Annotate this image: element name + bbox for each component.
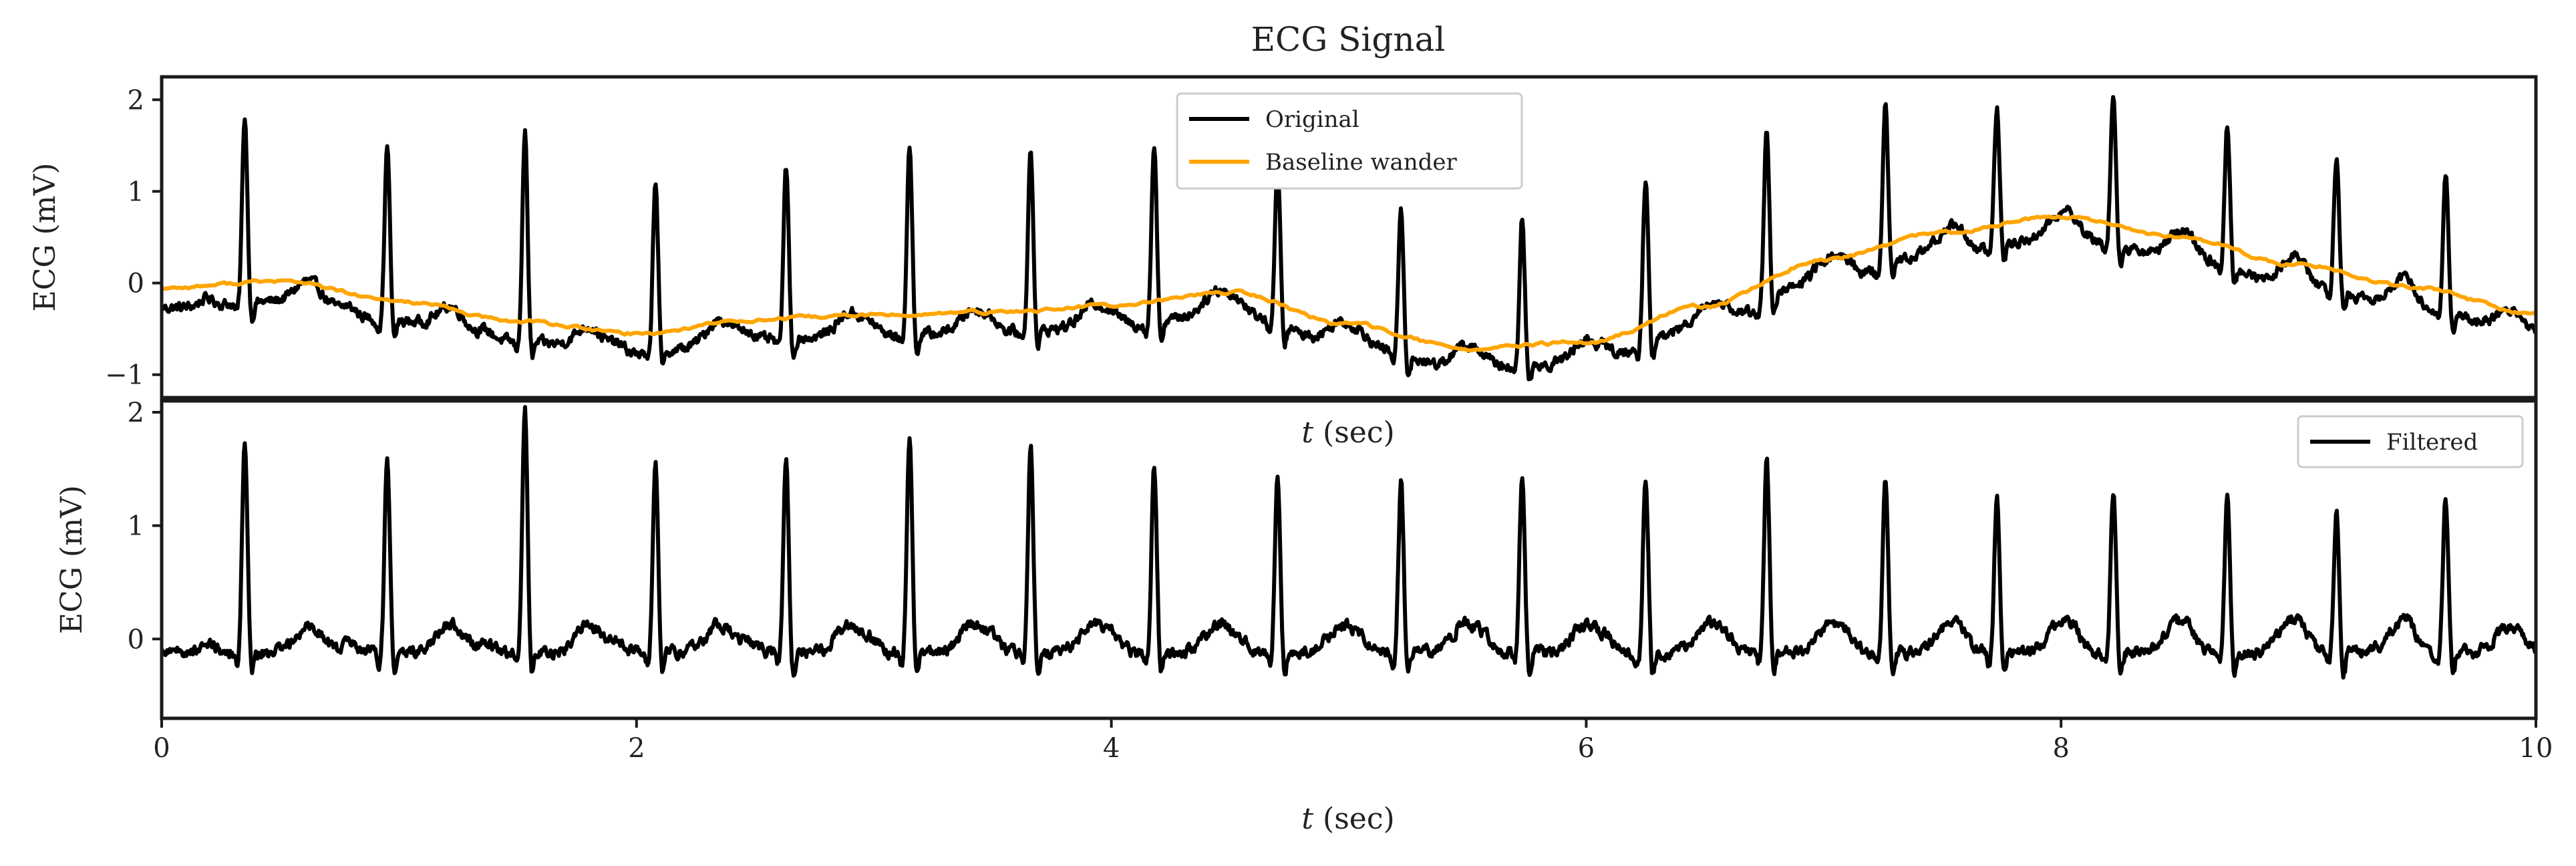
y-axis-label: ECG (mV) [28,163,62,312]
legend-box [2297,415,2524,468]
legend-label: Original [1265,106,1359,133]
series-line-baseline [162,214,2536,353]
x-tick-label: 8 [2052,733,2069,764]
x-tick-label: 4 [1103,733,1120,764]
x-axis-label: t (sec) [1301,802,1394,836]
x-tick-label: 6 [1578,733,1595,764]
axes-frame [160,399,2538,720]
legend: Original Baseline wander [1176,92,1523,190]
y-tick-label: 2 [128,398,144,428]
y-tick-label: 0 [128,624,144,655]
x-axis-label: t (sec) [1301,416,1394,450]
y-tick-label: 2 [128,85,144,116]
x-tick-label: 10 [2519,733,2553,764]
y-tick-label: −1 [105,360,144,391]
series-line-filtered [162,405,2536,680]
y-tick-label: 1 [128,511,144,542]
legend-box [1176,92,1523,190]
legend: Filtered [2297,415,2524,468]
original-signal-panel: −1 0 1 2 ECG (mV) t (sec) Original Baseline wan… [28,75,2538,450]
y-axis-label: ECG (mV) [55,485,89,634]
chart-title: ECG Signal [1251,20,1446,59]
x-tick-label: 0 [153,733,170,764]
plot-area [162,405,2536,680]
x-tick-label: 2 [628,733,645,764]
series-line-original [162,95,2536,382]
axes-frame [160,75,2538,400]
y-tick-label: 1 [128,176,144,207]
plot-area [162,95,2536,382]
legend-label: Baseline wander [1265,149,1458,176]
y-tick-label: 0 [128,269,144,299]
legend-label: Filtered [2386,429,2478,456]
filtered-signal-panel: 0 1 2 0 2 4 6 8 10 ECG (mV) t (sec) Filtered [55,398,2553,836]
